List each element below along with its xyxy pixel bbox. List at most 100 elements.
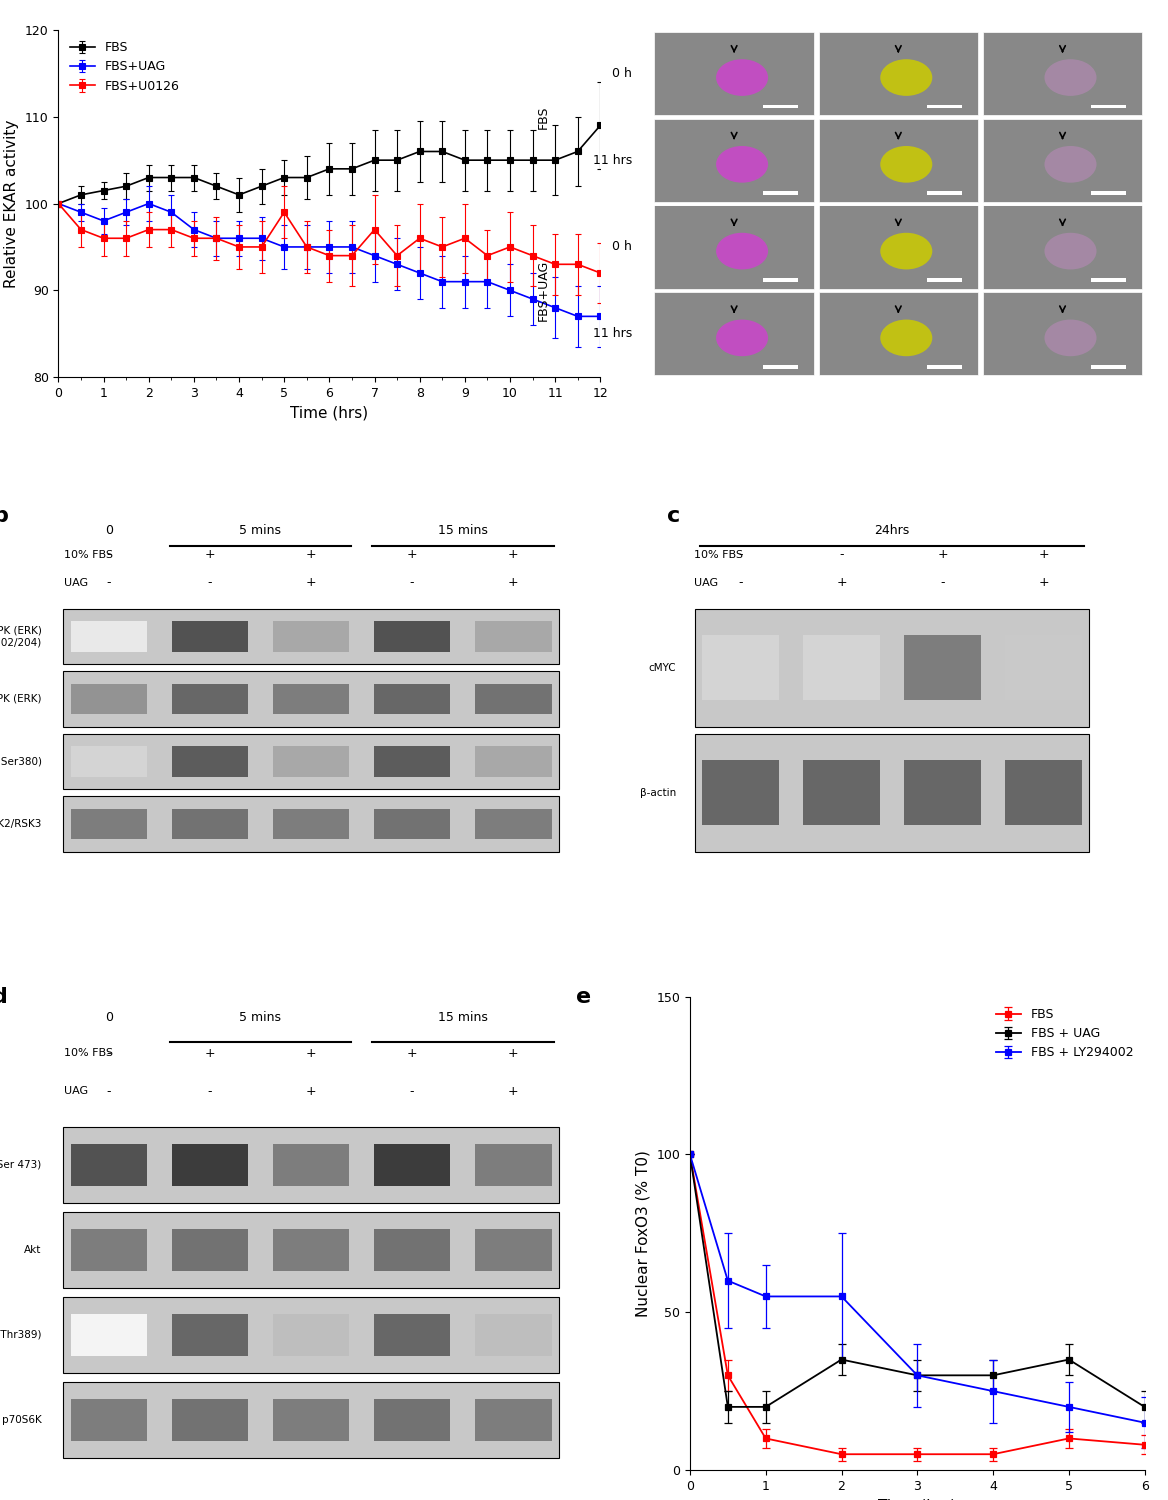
Text: Akt: Akt — [25, 1245, 42, 1256]
Bar — [272, 746, 349, 777]
Bar — [927, 278, 962, 282]
Bar — [172, 1144, 249, 1185]
Text: p44/42 MAPK (ERK): p44/42 MAPK (ERK) — [0, 694, 42, 703]
Bar — [272, 1228, 349, 1270]
Bar — [374, 1400, 451, 1441]
Bar — [927, 364, 962, 369]
Bar — [70, 746, 147, 777]
Text: -: - — [208, 1084, 213, 1098]
Text: cMYC: cMYC — [648, 663, 676, 674]
Bar — [927, 192, 962, 195]
Bar — [819, 292, 978, 375]
Circle shape — [716, 320, 769, 356]
Text: +: + — [204, 1047, 215, 1060]
Circle shape — [716, 58, 769, 96]
Circle shape — [881, 58, 932, 96]
Y-axis label: Nuclear FoxO3 (% T0): Nuclear FoxO3 (% T0) — [635, 1150, 651, 1317]
Bar — [474, 621, 551, 652]
Text: 15 mins: 15 mins — [438, 524, 487, 537]
Bar — [63, 796, 558, 852]
Text: +: + — [508, 549, 519, 561]
Bar — [272, 1144, 349, 1185]
Circle shape — [716, 146, 769, 183]
Bar — [763, 192, 798, 195]
Text: 24hrs: 24hrs — [875, 524, 910, 537]
Text: 11 hrs: 11 hrs — [593, 153, 632, 166]
Bar — [695, 609, 1089, 728]
Bar — [172, 621, 249, 652]
Text: -: - — [208, 576, 213, 590]
Bar — [70, 1400, 147, 1441]
Bar — [172, 1228, 249, 1270]
Text: +: + — [508, 1084, 519, 1098]
Text: d: d — [0, 987, 7, 1006]
Text: +: + — [406, 549, 417, 561]
Bar — [474, 1228, 551, 1270]
Bar — [904, 636, 981, 700]
Text: β-actin: β-actin — [640, 788, 676, 798]
Text: e: e — [576, 987, 591, 1006]
Text: -: - — [106, 1084, 111, 1098]
Bar — [654, 118, 814, 202]
Bar — [70, 1314, 147, 1356]
Text: b: b — [0, 507, 7, 526]
Bar — [763, 278, 798, 282]
Text: 11 hrs: 11 hrs — [593, 327, 632, 340]
Bar — [272, 684, 349, 714]
Text: -: - — [940, 576, 945, 590]
Bar — [172, 1400, 249, 1441]
Bar — [172, 808, 249, 840]
Bar — [983, 292, 1142, 375]
X-axis label: Time (hrs): Time (hrs) — [291, 405, 368, 420]
Bar — [904, 760, 981, 825]
Bar — [983, 206, 1142, 288]
Bar — [374, 1314, 451, 1356]
Bar — [63, 734, 558, 789]
Bar — [654, 206, 814, 288]
Text: 0 h: 0 h — [612, 68, 632, 80]
Bar — [983, 118, 1142, 202]
Bar — [654, 292, 814, 375]
Bar — [474, 808, 551, 840]
Text: +: + — [1038, 549, 1049, 561]
Circle shape — [881, 146, 932, 183]
Bar — [804, 636, 880, 700]
Legend: FBS, FBS + UAG, FBS + LY294002: FBS, FBS + UAG, FBS + LY294002 — [990, 1004, 1139, 1065]
Circle shape — [1044, 58, 1097, 96]
Bar — [374, 1228, 451, 1270]
Text: +: + — [937, 549, 948, 561]
Circle shape — [1044, 320, 1097, 356]
Bar — [63, 1126, 558, 1203]
Circle shape — [1044, 232, 1097, 270]
Bar — [70, 808, 147, 840]
Bar — [654, 32, 814, 115]
Bar — [983, 32, 1142, 115]
Text: 5 mins: 5 mins — [239, 524, 281, 537]
Text: UAG: UAG — [695, 578, 718, 588]
Bar — [272, 1314, 349, 1356]
Circle shape — [881, 232, 932, 270]
Text: +: + — [836, 576, 847, 590]
Bar — [374, 1144, 451, 1185]
Bar — [70, 1228, 147, 1270]
Bar — [70, 684, 147, 714]
Bar — [927, 105, 962, 108]
Y-axis label: Relative EKAR activity: Relative EKAR activity — [5, 120, 19, 288]
Bar — [819, 32, 978, 115]
Bar — [763, 105, 798, 108]
Text: UAG: UAG — [64, 1086, 88, 1096]
Text: 5 mins: 5 mins — [239, 1011, 281, 1025]
Text: UAG: UAG — [64, 578, 88, 588]
Legend: FBS, FBS+UAG, FBS+U0126: FBS, FBS+UAG, FBS+U0126 — [64, 36, 185, 98]
Text: FBS: FBS — [537, 105, 550, 129]
Circle shape — [1044, 146, 1097, 183]
Bar — [272, 1400, 349, 1441]
Bar — [702, 760, 779, 825]
Text: +: + — [306, 549, 317, 561]
Text: p-p90RSK (Ser380): p-p90RSK (Ser380) — [0, 756, 42, 766]
Text: p-Akt (Ser 473): p-Akt (Ser 473) — [0, 1160, 42, 1170]
Text: +: + — [1038, 576, 1049, 590]
Text: +: + — [204, 549, 215, 561]
Text: c: c — [667, 507, 681, 526]
X-axis label: Time (hrs): Time (hrs) — [878, 1498, 957, 1500]
